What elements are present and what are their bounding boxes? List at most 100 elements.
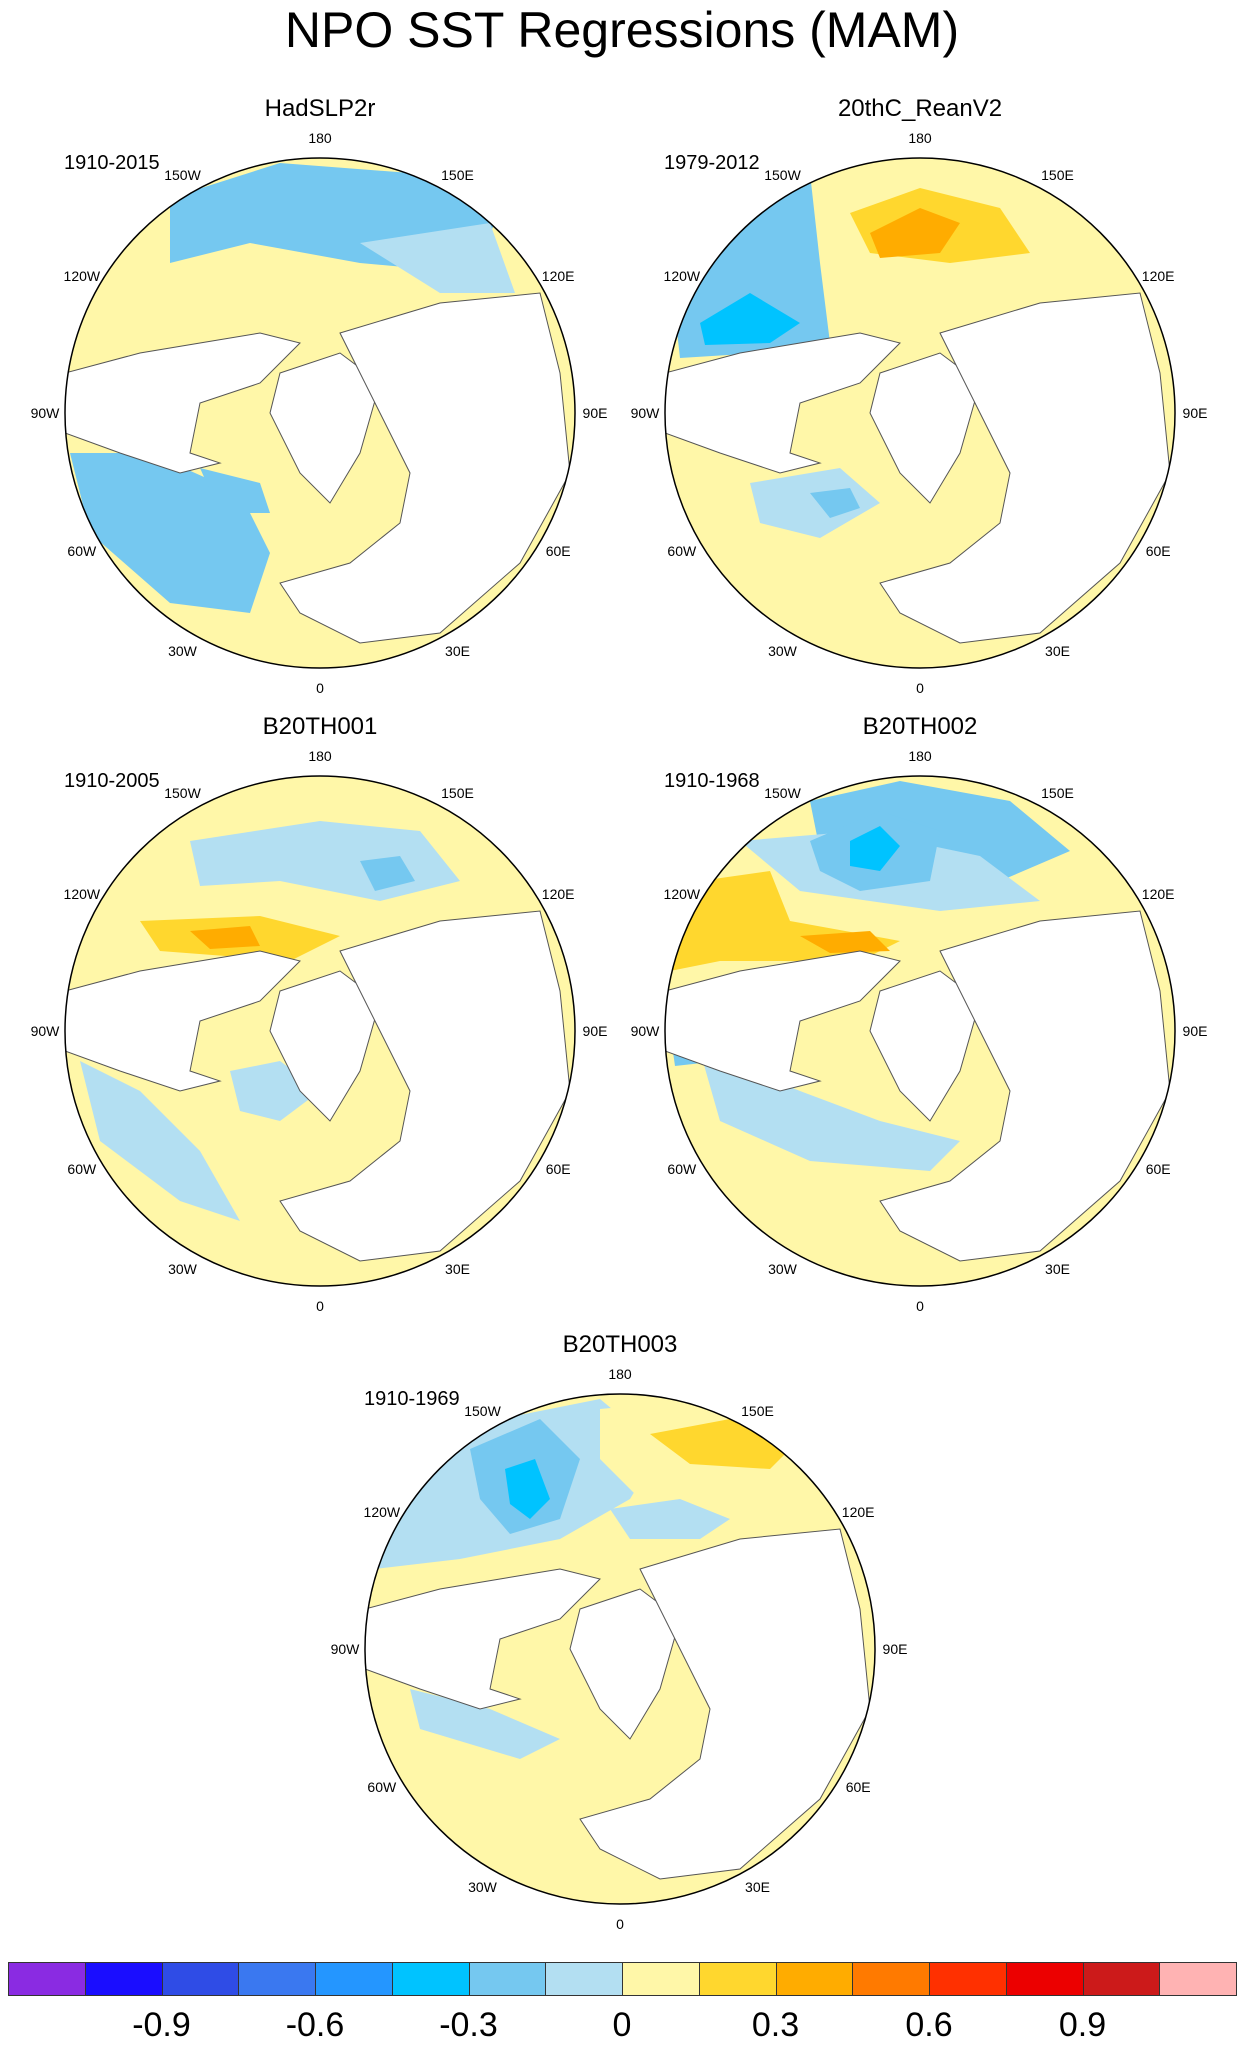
longitude-label: 60E [545,1160,571,1177]
panel-period: 1910-1969 [364,1388,460,1410]
longitude-label: 30E [1045,1261,1070,1278]
colorbar-tick-label: 0 [612,2006,632,2044]
longitude-label: 90E [882,1641,908,1657]
longitude-label: 30E [1045,643,1070,660]
longitude-label: 120E [1141,885,1175,902]
colorbar-swatch [775,1962,854,1996]
longitude-label: 0 [316,1298,324,1314]
colorbar-swatch [161,1962,240,1996]
sst-anomaly-region [870,208,960,258]
colorbar-tick-label: -0.6 [285,2006,345,2044]
longitude-label: 150W [164,784,201,801]
longitude-label: 180 [908,130,932,146]
colorbar-tick-label: 0.6 [905,2006,953,2044]
longitude-label: 120E [841,1503,875,1520]
longitude-label: 180 [908,748,932,764]
longitude-label: 60W [67,542,97,559]
sst-anomaly-region [360,856,415,891]
panel-title: B20TH001 [262,713,378,740]
longitude-label: 30W [768,643,797,660]
polar-map [364,1393,876,1905]
colorbar-swatch [468,1962,547,1996]
longitude-label: 30W [468,1879,497,1896]
longitude-label: 120E [541,885,575,902]
panel-title: B20TH003 [562,1331,678,1358]
panel-period: 1910-1968 [664,770,760,792]
polar-map [664,157,1176,669]
sst-anomaly-region [410,1689,560,1759]
sst-anomaly-region [675,173,830,358]
longitude-label: 90W [330,1641,360,1657]
polar-map [664,775,1176,1287]
sst-anomaly-region [800,931,890,953]
longitude-label: 120W [63,885,101,902]
map-panel-b20th001: B20TH001 1910-2005 180 150E 120E 90E 60E 30E 0… [20,713,620,1333]
longitude-label: 60W [667,1160,697,1177]
sst-anomaly-region [360,223,515,293]
colorbar-swatch [929,1962,1007,1996]
land-mask [269,352,381,504]
colorbar-tick-label: -0.9 [132,2006,191,2044]
land-mask [869,352,981,504]
land-mask [665,950,901,1092]
figure-title: NPO SST Regressions (MAM) [284,2,960,58]
land-mask [579,1528,871,1880]
longitude-label: 60W [67,1160,97,1177]
longitude-label: 60W [367,1778,397,1795]
land-mask [269,970,381,1122]
longitude-label: 0 [316,680,324,696]
panel-period: 1910-2015 [64,152,160,174]
colorbar-tick-label: -0.3 [439,2006,498,2044]
colorbar-tick-label: 0.9 [1058,2006,1107,2044]
longitude-label: 60E [1145,542,1171,559]
longitude-label: 90E [1182,1023,1208,1039]
colorbar-swatch [852,1962,930,1996]
colorbar-swatch [315,1962,393,1996]
longitude-label: 150W [464,1402,501,1419]
longitude-label: 180 [308,748,332,764]
longitude-label: 180 [308,130,332,146]
colorbar-swatch [238,1962,316,1996]
sst-anomaly-region [610,1499,730,1539]
land-mask [365,1568,601,1710]
land-mask [279,292,571,644]
longitude-label: 60E [1145,1160,1171,1177]
colorbar-swatch [622,1962,700,1996]
longitude-label: 150E [441,166,474,183]
land-mask [879,292,1171,644]
longitude-label: 30W [168,1261,197,1278]
land-mask [665,332,901,474]
map-boundary [664,775,1176,1287]
longitude-label: 120W [663,267,701,284]
longitude-label: 60E [845,1778,871,1795]
longitude-label: 0 [916,680,924,696]
longitude-label: 0 [616,1916,624,1932]
longitude-label: 30E [445,643,470,660]
panel-period: 1979-2012 [664,152,760,174]
longitude-label: 150W [764,166,801,183]
longitude-label: 0 [916,1298,924,1314]
longitude-label: 90E [582,1023,608,1039]
land-mask [279,910,571,1262]
longitude-label: 90W [30,1023,60,1039]
longitude-label: 90E [1182,405,1208,421]
longitude-label: 180 [608,1366,632,1382]
longitude-label: 90E [582,405,608,421]
longitude-label: 30W [168,643,197,660]
map-panel-b20th003: B20TH003 1910-1969 180 150E 120E 90E 60E 30E 0… [320,1331,920,1951]
longitude-label: 120W [63,267,101,284]
colorbar-swatch [1082,1962,1161,1996]
panel-title: B20TH002 [862,713,978,740]
sst-anomaly-region [190,926,260,949]
colorbar-swatch [391,1962,470,1996]
colorbar [8,1962,1237,1998]
longitude-label: 30E [445,1261,470,1278]
map-boundary [664,157,1176,669]
longitude-label: 90W [630,1023,660,1039]
longitude-label: 90W [30,405,60,421]
panel-title: HadSLP2r [264,95,376,122]
longitude-label: 150E [741,1402,774,1419]
longitude-label: 120E [1141,267,1175,284]
polar-map [64,157,576,669]
sst-anomaly-region [750,468,880,538]
